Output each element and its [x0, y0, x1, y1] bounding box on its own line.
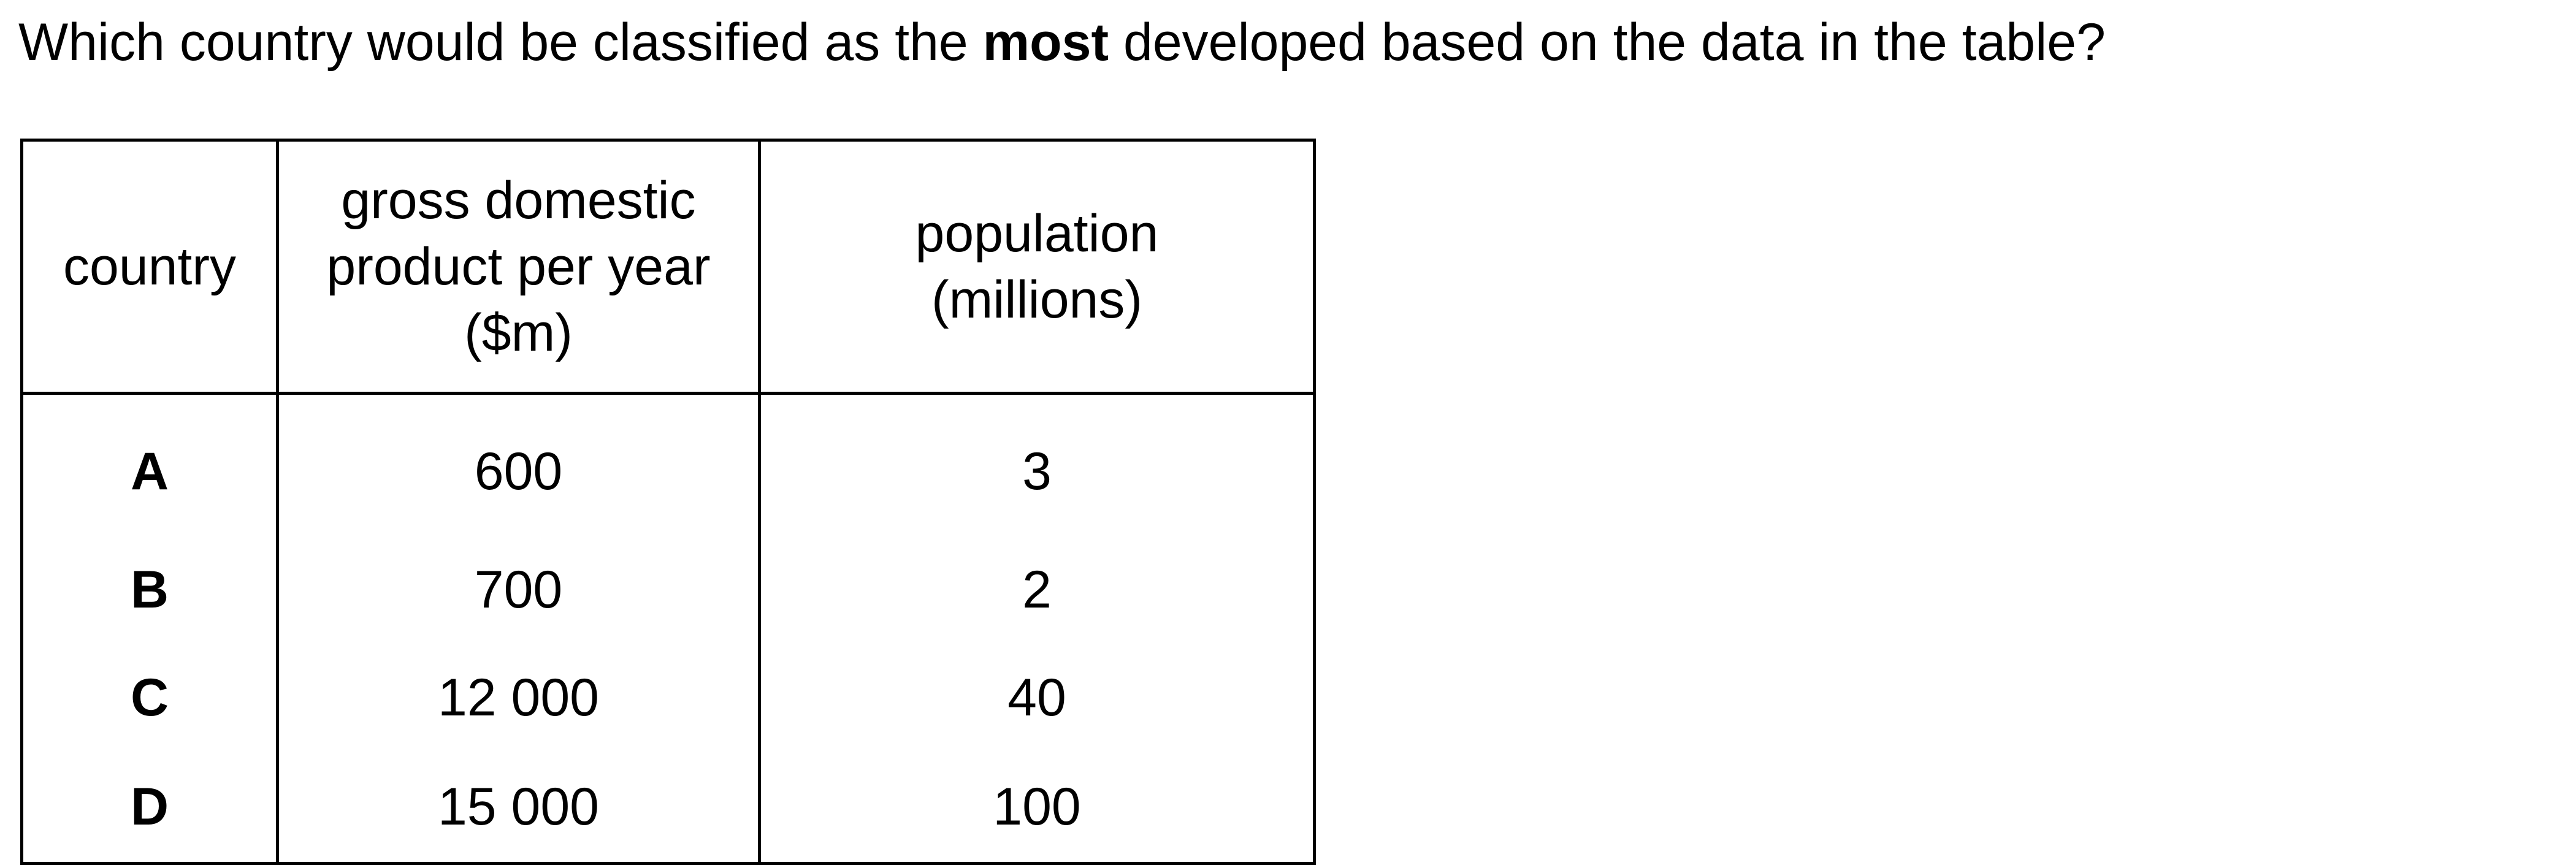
country-cell: B — [20, 536, 279, 644]
population-cell: 2 — [758, 536, 1316, 644]
country-cell: C — [20, 644, 279, 752]
question-text: Which country would be classified as the… — [18, 9, 2106, 76]
question-prefix: Which country would be classified as the — [18, 13, 983, 72]
header-row: country gross domestic product per year … — [20, 139, 1316, 395]
header-country-label: country — [63, 237, 237, 296]
header-gdp-line1: gross domestic — [341, 171, 696, 230]
question-emphasis: most — [982, 13, 1109, 72]
population-cell: 40 — [758, 644, 1316, 752]
population-cell: 3 — [758, 393, 1316, 536]
gdp-cell: 15 000 — [276, 752, 761, 865]
header-population: population (millions) — [758, 139, 1316, 395]
country-cell: A — [20, 393, 279, 536]
header-population-line2: (millions) — [931, 270, 1142, 329]
gdp-cell: 600 — [276, 393, 761, 536]
header-gdp: gross domestic product per year ($m) — [276, 139, 761, 395]
table-row: D 15 000 100 — [20, 752, 1316, 865]
header-gdp-line2: product per year — [326, 237, 711, 296]
population-cell: 100 — [758, 752, 1316, 865]
question-suffix: developed based on the data in the table… — [1109, 13, 2106, 72]
table-row: B 700 2 — [20, 536, 1316, 644]
data-table: country gross domestic product per year … — [20, 139, 1316, 865]
header-country: country — [20, 139, 279, 395]
table-row: A 600 3 — [20, 393, 1316, 536]
gdp-cell: 700 — [276, 536, 761, 644]
table-row: C 12 000 40 — [20, 644, 1316, 752]
country-cell: D — [20, 752, 279, 865]
header-gdp-line3: ($m) — [464, 303, 573, 362]
header-population-line1: population — [915, 204, 1159, 263]
gdp-cell: 12 000 — [276, 644, 761, 752]
